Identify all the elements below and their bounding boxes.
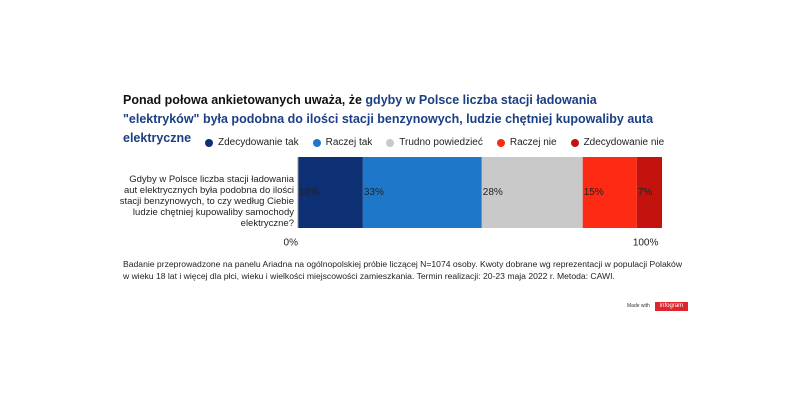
legend-label: Raczej nie (509, 137, 557, 148)
legend-swatch (205, 138, 213, 147)
footnote: Badanie przeprowadzone na panelu Ariadna… (123, 259, 683, 281)
legend-item[interactable]: Zdecydowanie tak (205, 137, 299, 148)
value-label: 33% (364, 187, 384, 198)
legend-label: Zdecydowanie tak (218, 137, 299, 148)
chart-title: Ponad połowa ankietowanych uważa, że gdy… (123, 91, 668, 148)
category-label: Gdyby w Polsce liczba stacji ładowania a… (119, 174, 294, 229)
value-label: 18% (299, 187, 319, 198)
legend-item[interactable]: Raczej tak (312, 137, 373, 148)
title-text: Ponad połowa ankietowanych uważa, że (123, 93, 366, 107)
legend-label: Trudno powiedzieć (399, 137, 483, 148)
legend: Zdecydowanie tak Raczej tak Trudno powiedz… (205, 137, 664, 148)
made-with: Made with (627, 303, 650, 309)
value-label: 15% (584, 187, 604, 198)
x-tick-label: 100% (633, 238, 659, 249)
bar-segment (582, 157, 637, 228)
legend-swatch (312, 138, 321, 147)
legend-item[interactable]: Zdecydowanie nie (570, 137, 665, 148)
legend-item[interactable]: Trudno powiedzieć (386, 137, 483, 148)
title-highlight: gdyby w Polsce liczba stacji ładowania "… (123, 93, 654, 145)
legend-label: Raczej tak (325, 137, 373, 148)
legend-swatch (496, 138, 505, 147)
bar-segment (636, 157, 662, 228)
logo[interactable]: infogram (655, 302, 688, 311)
legend-label: Zdecydowanie nie (583, 137, 665, 148)
bar-segment (481, 157, 583, 228)
x-tick-label: 0% (284, 238, 299, 249)
value-label: 7% (638, 187, 653, 198)
legend-item[interactable]: Raczej nie (496, 137, 557, 148)
legend-swatch (570, 138, 579, 147)
bar-segment (298, 157, 363, 228)
legend-swatch (386, 138, 395, 147)
bar-segment (362, 157, 482, 228)
value-label: 28% (483, 187, 503, 198)
